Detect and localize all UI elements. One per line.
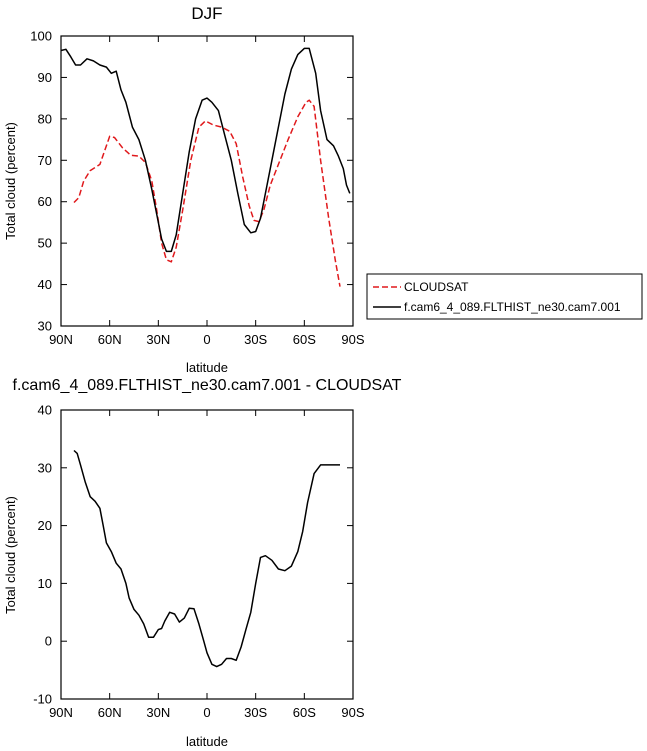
top-chart-xlabel: latitude [186,360,228,375]
bottom-chart-ytick-label: 0 [45,634,52,649]
bottom-chart-title: f.cam6_4_089.FLTHIST_ne30.cam7.001 - CLO… [13,377,402,394]
top-chart-ytick-label: 70 [38,153,52,168]
bottom-chart-xtick-label: 90S [341,705,364,720]
legend-label-model: f.cam6_4_089.FLTHIST_ne30.cam7.001 [404,300,621,314]
top-chart-title: DJF [191,4,222,23]
bottom-chart-xtick-label: 90N [49,705,73,720]
top-chart-ytick-label: 90 [38,70,52,85]
bottom-chart-ylabel: Total cloud (percent) [3,496,18,614]
bottom-chart-xtick-label: 30N [146,705,170,720]
bottom-chart-xtick-label: 60S [293,705,316,720]
top-chart-ytick-label: 60 [38,194,52,209]
top-chart-ytick-label: 80 [38,111,52,126]
bottom-chart-xtick-label: 0 [203,705,210,720]
top-chart-xtick-label: 60S [293,332,316,347]
bottom-chart-ytick-label: -10 [33,692,52,707]
top-chart-frame [60,35,354,327]
bottom-chart: f.cam6_4_089.FLTHIST_ne30.cam7.001 - CLO… [3,377,402,749]
top-chart-xtick-label: 90N [49,332,73,347]
top-chart-ytick-label: 30 [38,319,52,334]
top-chart-ytick-label: 40 [38,277,52,292]
top-chart-ylabel: Total cloud (percent) [3,122,18,240]
bottom-chart-ytick-label: 10 [38,576,52,591]
bottom-chart-ytick-label: 30 [38,460,52,475]
top-chart-line-cloudsat [73,99,341,287]
top-chart-xtick-label: 30N [146,332,170,347]
bottom-chart-ytick-label: 40 [38,403,52,418]
top-chart: DJF Total cloud (percent) latitude 90N 60… [3,4,365,375]
legend-box [366,273,643,320]
legend: CLOUDSAT f.cam6_4_089.FLTHIST_ne30.cam7.… [366,273,643,320]
bottom-chart-line-series-0 [73,449,340,668]
top-chart-xtick-label: 30S [244,332,267,347]
legend-label-cloudsat: CLOUDSAT [404,280,469,294]
bottom-chart-xtick-label: 60N [98,705,122,720]
top-chart-xtick-label: 0 [203,332,210,347]
top-chart-ytick-label: 100 [30,29,52,44]
top-chart-xtick-label: 90S [341,332,364,347]
top-chart-ytick-label: 50 [38,236,52,251]
bottom-chart-xlabel: latitude [186,734,228,749]
top-chart-line-f-cam6-4-089-flthist-ne30-cam7-001 [60,47,351,253]
bottom-chart-ytick-label: 20 [38,518,52,533]
bottom-chart-frame [60,409,354,700]
top-chart-xtick-label: 60N [98,332,122,347]
bottom-chart-xtick-label: 30S [244,705,267,720]
